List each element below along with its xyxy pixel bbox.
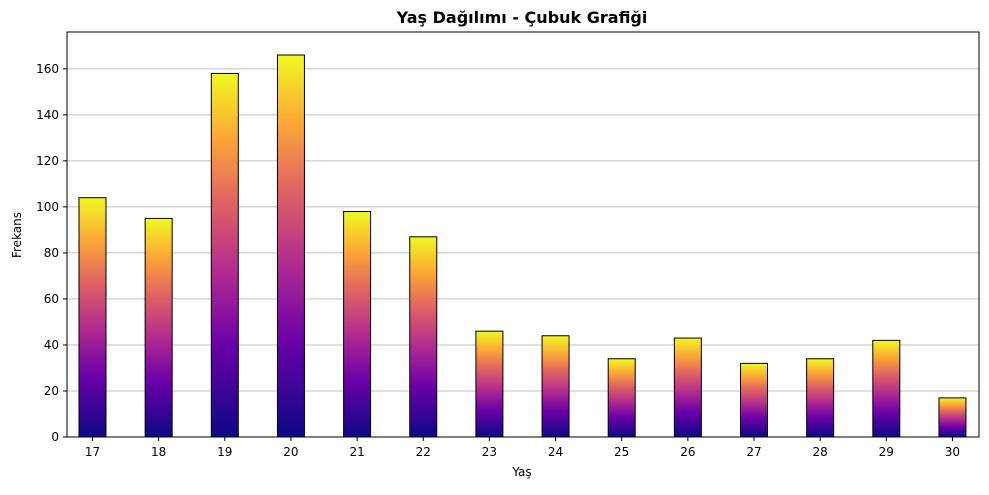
y-tick-label: 120 <box>36 154 59 168</box>
x-tick-label: 28 <box>813 445 828 459</box>
x-tick-label: 23 <box>482 445 497 459</box>
plot-frame <box>66 31 980 438</box>
x-tick-label: 21 <box>349 445 364 459</box>
x-tick-label: 22 <box>416 445 431 459</box>
x-tick-label: 30 <box>945 445 960 459</box>
x-tick-label: 19 <box>217 445 232 459</box>
bar-28 <box>806 358 835 438</box>
bar-27 <box>740 362 768 438</box>
y-tick-label: 80 <box>44 246 59 260</box>
bar-30 <box>938 397 967 438</box>
bar-18 <box>144 217 173 438</box>
y-tick-label: 0 <box>51 430 59 444</box>
x-tick-label: 20 <box>283 445 298 459</box>
x-tick-label: 29 <box>879 445 894 459</box>
x-tick-label: 17 <box>85 445 100 459</box>
bar-26 <box>673 337 702 438</box>
x-tick-label: 18 <box>151 445 166 459</box>
y-axis-ticks: 0 20 40 60 80 100 120 140 160 <box>36 62 67 444</box>
bar-20 <box>276 54 305 438</box>
x-tick-label: 27 <box>746 445 761 459</box>
bar-21 <box>343 210 372 438</box>
y-tick-label: 60 <box>44 292 59 306</box>
y-tick-label: 40 <box>44 338 59 352</box>
bar-23 <box>475 330 504 438</box>
x-axis-ticks: 17 18 19 20 21 22 23 24 25 26 27 28 29 30 <box>85 437 960 459</box>
x-tick-label: 24 <box>548 445 563 459</box>
chart-title: Yaş Dağılımı - Çubuk Grafiği <box>396 8 648 27</box>
bar-22 <box>409 236 438 438</box>
x-tick-label: 25 <box>614 445 629 459</box>
y-tick-label: 160 <box>36 62 59 76</box>
bar-17 <box>78 197 107 438</box>
bar-25 <box>607 358 636 438</box>
x-tick-label: 26 <box>680 445 695 459</box>
bar-19 <box>210 72 239 438</box>
bars <box>78 54 967 438</box>
y-axis-label: Frekans <box>10 212 24 258</box>
y-tick-label: 20 <box>44 384 59 398</box>
grid-lines <box>67 68 979 392</box>
y-tick-label: 100 <box>36 200 59 214</box>
bar-29 <box>872 339 901 438</box>
bar-24 <box>541 335 570 438</box>
x-axis-label: Yaş <box>511 465 531 479</box>
y-tick-label: 140 <box>36 108 59 122</box>
